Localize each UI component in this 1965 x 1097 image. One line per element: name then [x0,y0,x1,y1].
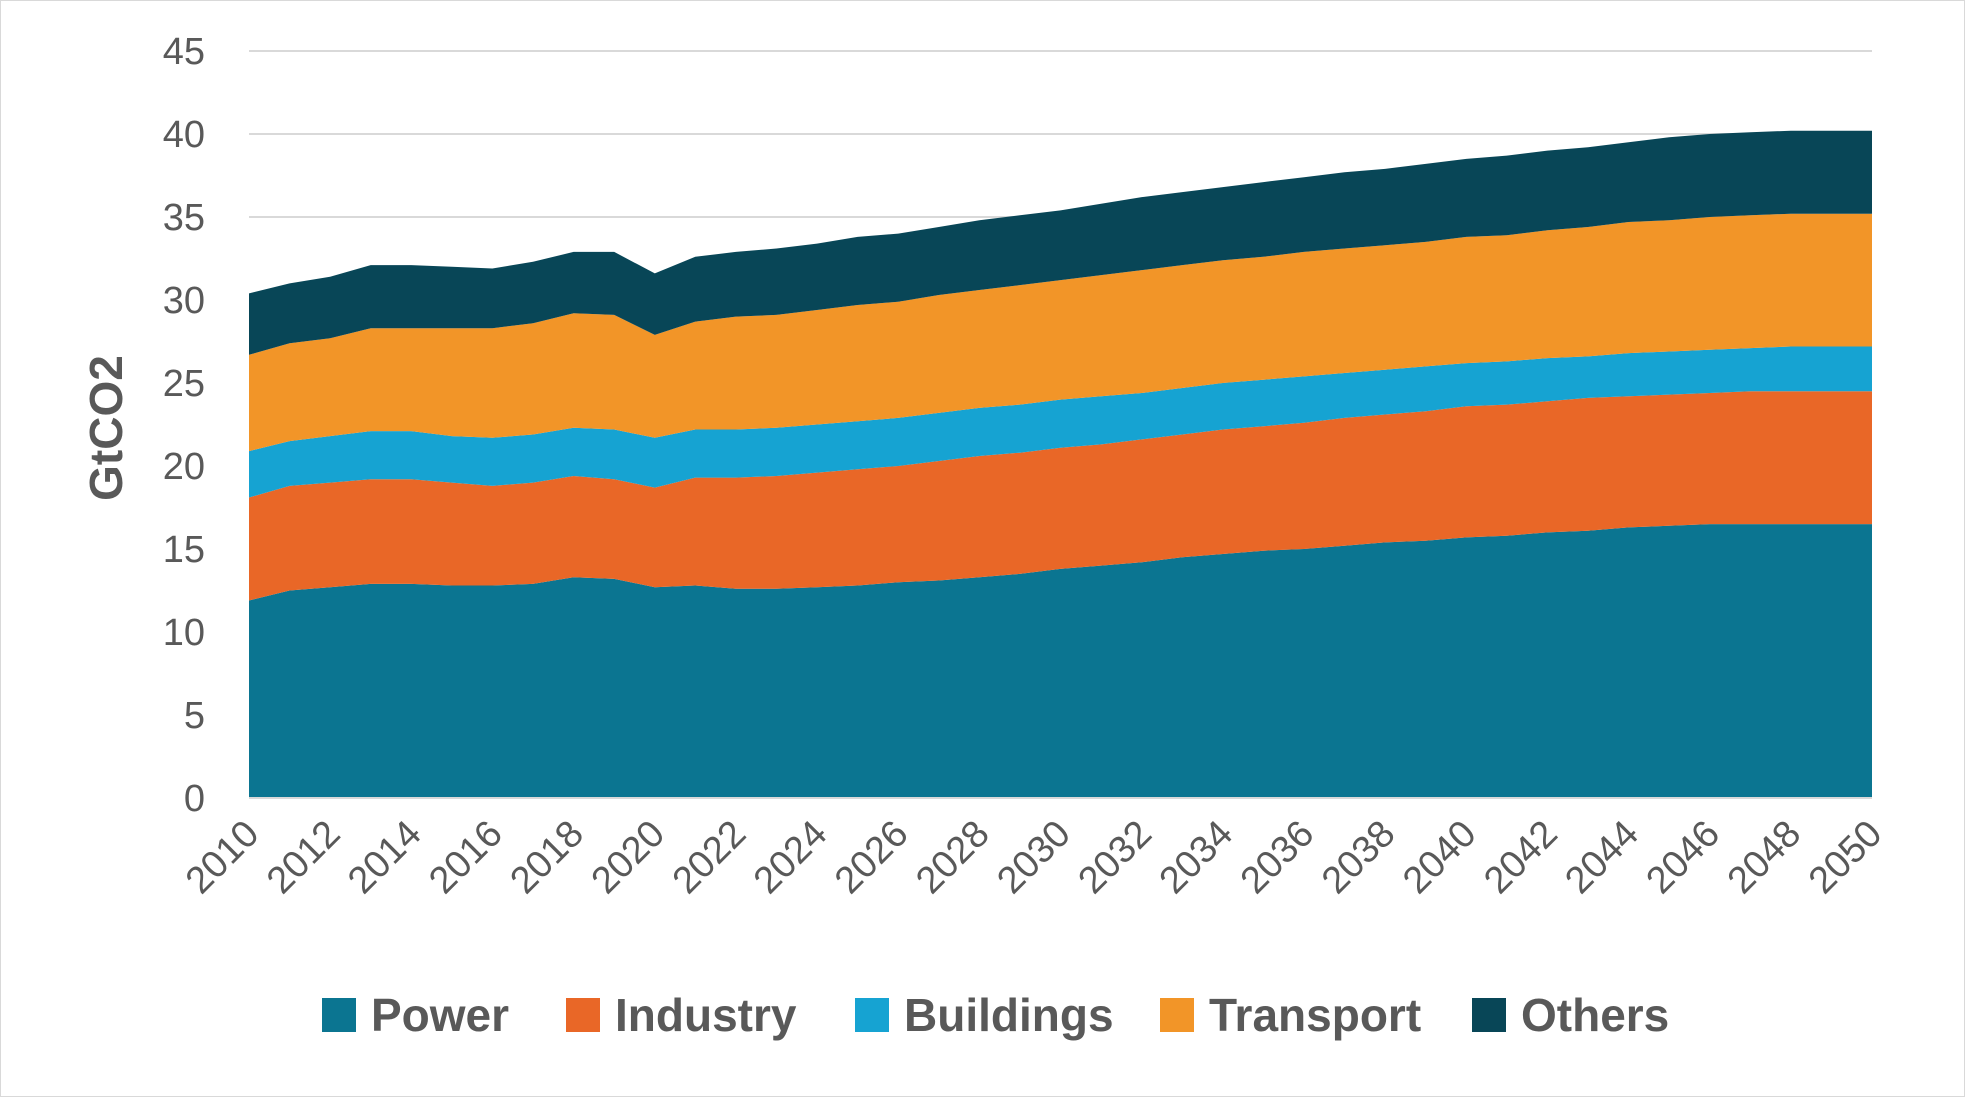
x-tick-label: 2024 [746,813,835,902]
legend-label: Power [371,989,509,1041]
x-tick-label: 2040 [1395,813,1484,902]
legend-label: Industry [615,989,797,1041]
legend-swatch [322,998,356,1032]
x-tick-label: 2032 [1071,813,1160,902]
legend-item-others: Others [1472,989,1669,1041]
legend: Power Industry Buildings Transport Others [322,989,1669,1041]
x-tick-label: 2038 [1314,813,1403,902]
legend-swatch [855,998,889,1032]
legend-item-buildings: Buildings [855,989,1114,1041]
y-tick-label: 25 [163,363,205,405]
y-axis-ticks: 0 5 10 15 20 25 30 35 40 45 [163,31,205,820]
x-axis-ticks: 2010201220142016201820202022202420262028… [178,813,1890,902]
x-tick-label: 2036 [1233,813,1322,902]
x-tick-label: 2010 [178,813,267,902]
area-others [249,130,1872,355]
y-tick-label: 15 [163,529,205,571]
area-series [249,130,1872,799]
x-tick-label: 2014 [340,813,429,902]
x-tick-label: 2044 [1557,813,1646,902]
y-tick-label: 0 [184,778,205,820]
y-tick-label: 5 [184,695,205,737]
y-tick-label: 45 [163,31,205,73]
y-tick-label: 35 [163,197,205,239]
x-tick-label: 2050 [1801,813,1890,902]
x-tick-label: 2046 [1639,813,1728,902]
x-tick-label: 2042 [1476,813,1565,902]
legend-item-power: Power [322,989,509,1041]
x-tick-label: 2034 [1152,813,1241,902]
y-axis-label: GtCO2 [80,355,132,501]
area-power [249,524,1872,798]
x-tick-label: 2030 [989,813,1078,902]
x-tick-label: 2018 [502,813,591,902]
y-tick-label: 10 [163,612,205,654]
legend-item-transport: Transport [1160,989,1421,1041]
legend-swatch [1472,998,1506,1032]
x-tick-label: 2048 [1720,813,1809,902]
y-tick-label: 30 [163,280,205,322]
x-tick-label: 2028 [908,813,997,902]
y-tick-label: 20 [163,446,205,488]
y-tick-label: 40 [163,114,205,156]
x-tick-label: 2022 [665,813,754,902]
area-industry [249,391,1872,601]
x-tick-label: 2016 [421,813,510,902]
legend-swatch [566,998,600,1032]
legend-swatch [1160,998,1194,1032]
x-tick-label: 2026 [827,813,916,902]
x-tick-label: 2012 [259,813,348,902]
legend-label: Transport [1209,989,1421,1041]
x-tick-label: 2020 [584,813,673,902]
legend-label: Buildings [904,989,1114,1041]
area-transport [249,213,1872,452]
area-buildings [249,346,1872,498]
legend-item-industry: Industry [566,989,797,1041]
legend-label: Others [1521,989,1669,1041]
